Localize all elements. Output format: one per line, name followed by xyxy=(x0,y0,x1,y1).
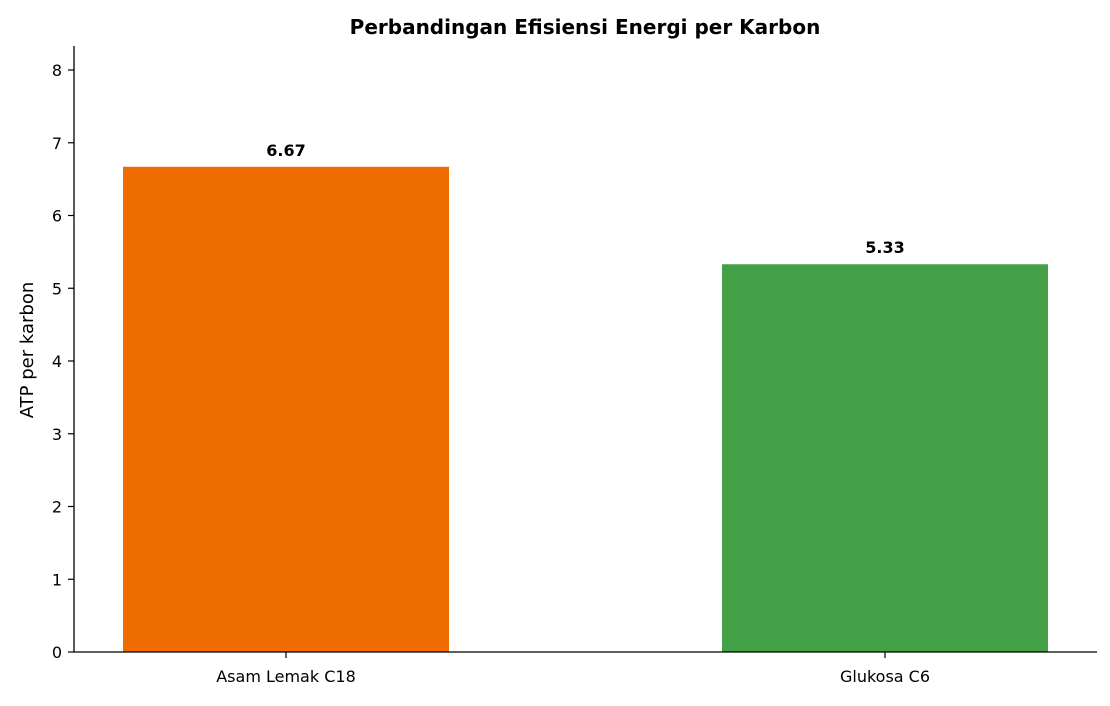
y-tick-label: 2 xyxy=(52,498,62,517)
y-tick-label: 1 xyxy=(52,570,62,589)
x-tick-label: Asam Lemak C18 xyxy=(216,667,356,686)
x-tick-label: Glukosa C6 xyxy=(840,667,930,686)
y-tick-label: 7 xyxy=(52,134,62,153)
bar xyxy=(123,167,449,652)
bar-value-label: 5.33 xyxy=(865,238,904,257)
bar xyxy=(722,264,1048,652)
y-tick-label: 3 xyxy=(52,425,62,444)
chart-title: Perbandingan Efisiensi Energi per Karbon xyxy=(350,15,821,39)
y-tick-label: 6 xyxy=(52,207,62,226)
bars-layer: 6.67 5.33 xyxy=(123,141,1048,652)
bar-value-label: 6.67 xyxy=(266,141,305,160)
y-tick-label: 0 xyxy=(52,643,62,662)
y-tick-label: 4 xyxy=(52,352,62,371)
y-tick-label: 8 xyxy=(52,61,62,80)
y-axis-label: ATP per karbon xyxy=(17,282,38,419)
y-tick-label: 5 xyxy=(52,279,62,298)
